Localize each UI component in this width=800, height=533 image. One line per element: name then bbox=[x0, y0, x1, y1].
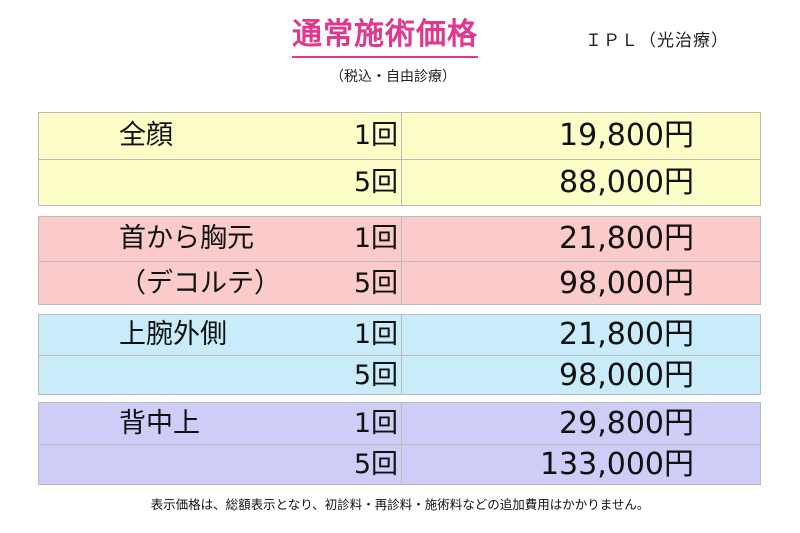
area-name: 首から胸元 bbox=[119, 223, 254, 254]
session-count: 1回 bbox=[353, 223, 398, 254]
table-row: 5回 98,000円 bbox=[39, 355, 760, 394]
session-count: 5回 bbox=[353, 360, 398, 391]
price: 98,000円 bbox=[559, 266, 694, 301]
table-row: 上腕外側 1回 21,800円 bbox=[39, 315, 760, 355]
area-name: 背中上 bbox=[119, 408, 200, 439]
page-title: 通常施術価格 bbox=[292, 16, 478, 58]
price: 21,800円 bbox=[559, 317, 694, 352]
price: 21,800円 bbox=[559, 221, 694, 256]
area-name: （デコルテ） bbox=[119, 268, 281, 299]
session-count: 1回 bbox=[353, 408, 398, 439]
session-count: 5回 bbox=[353, 449, 398, 480]
session-count: 5回 bbox=[353, 167, 398, 198]
table-row: 首から胸元 1回 21,800円 bbox=[39, 217, 760, 261]
column-divider bbox=[401, 445, 402, 484]
table-row: 全顔 1回 19,800円 bbox=[39, 113, 760, 159]
area-name: 全顔 bbox=[119, 120, 173, 151]
column-divider bbox=[401, 315, 402, 355]
table-row: 背中上 1回 29,800円 bbox=[39, 403, 760, 444]
footer-note: 表示価格は、総額表示となり、初診料・再診料・施術料などの追加費用はかかりません。 bbox=[150, 497, 650, 512]
table-row: （デコルテ） 5回 98,000円 bbox=[39, 261, 760, 304]
treatment-name: ＩＰＬ（光治療） bbox=[585, 31, 729, 51]
column-divider bbox=[401, 356, 402, 394]
column-divider bbox=[401, 262, 402, 304]
price: 133,000円 bbox=[539, 447, 694, 482]
column-divider bbox=[401, 113, 402, 159]
price: 29,800円 bbox=[559, 406, 694, 441]
price: 98,000円 bbox=[559, 358, 694, 393]
table-row: 5回 133,000円 bbox=[39, 444, 760, 484]
tax-note: （税込・自由診療） bbox=[330, 69, 456, 85]
area-name: 上腕外側 bbox=[119, 319, 227, 350]
column-divider bbox=[401, 160, 402, 205]
column-divider bbox=[401, 403, 402, 444]
price-group: 背中上 1回 29,800円 5回 133,000円 bbox=[38, 402, 761, 485]
table-row: 5回 88,000円 bbox=[39, 159, 760, 205]
price: 19,800円 bbox=[559, 118, 694, 153]
price: 88,000円 bbox=[559, 165, 694, 200]
session-count: 5回 bbox=[353, 268, 398, 299]
session-count: 1回 bbox=[353, 319, 398, 350]
price-group: 首から胸元 1回 21,800円 （デコルテ） 5回 98,000円 bbox=[38, 216, 761, 305]
price-group: 上腕外側 1回 21,800円 5回 98,000円 bbox=[38, 314, 761, 395]
session-count: 1回 bbox=[353, 120, 398, 151]
price-group: 全顔 1回 19,800円 5回 88,000円 bbox=[38, 112, 761, 206]
column-divider bbox=[401, 217, 402, 261]
